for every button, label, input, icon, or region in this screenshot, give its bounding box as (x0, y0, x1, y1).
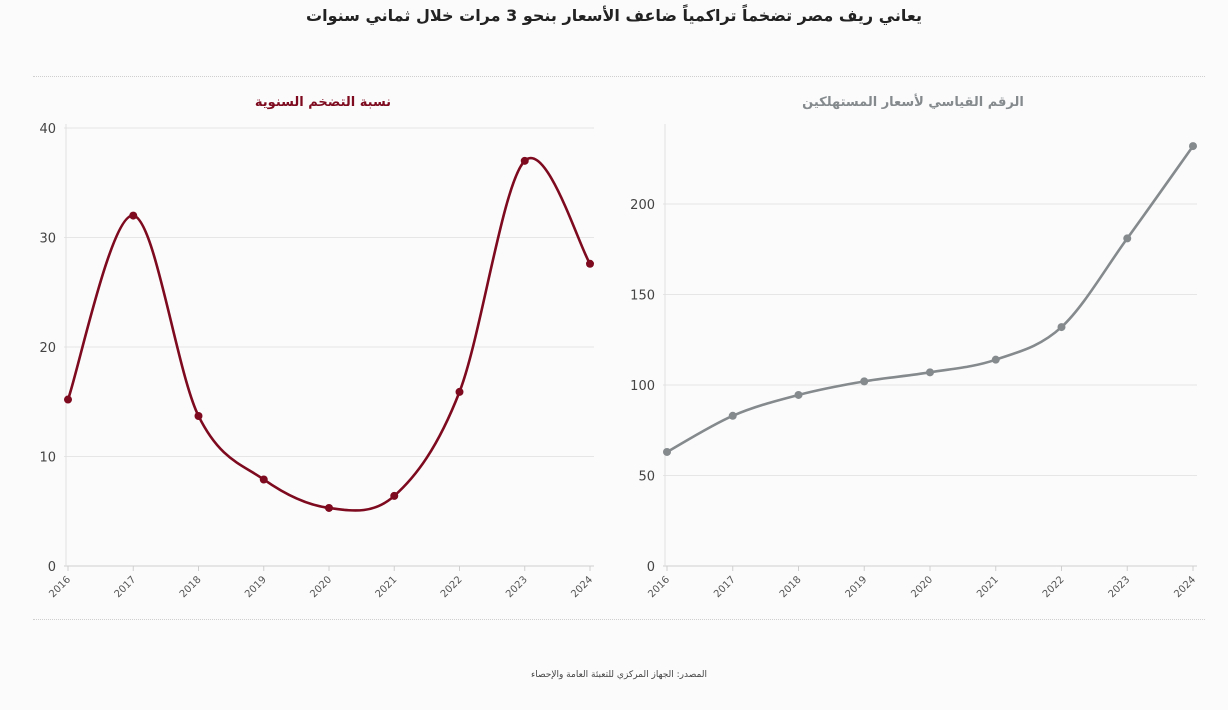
data-point (64, 395, 72, 404)
x-tick-label: 2018 (778, 574, 804, 600)
data-point (325, 503, 333, 512)
inflation-rate-svg: 0 10 20 30 40 2016 2017 2018 2019 2020 2021 2022 202… (39, 122, 595, 600)
data-point (860, 377, 869, 386)
x-tick-label: 2020 (308, 574, 334, 600)
top-divider (33, 76, 1205, 77)
source-note: المصدر: الجهاز المركزي للتعبئة العامة وا… (531, 670, 707, 680)
x-tick-label: 2023 (504, 574, 530, 600)
data-point (1123, 234, 1132, 243)
x-tick-label: 2016 (47, 574, 73, 600)
series-line (66, 156, 592, 512)
x-tick-label: 2017 (113, 574, 139, 600)
data-point (586, 259, 594, 268)
y-tick-label: 10 (39, 451, 56, 466)
data-point (728, 411, 737, 420)
y-tick-label: 40 (39, 122, 56, 137)
y-tick-label: 30 (39, 232, 56, 247)
data-point (520, 156, 529, 165)
y-tick-label: 100 (630, 379, 655, 394)
data-point (1057, 323, 1066, 332)
data-point (194, 411, 203, 420)
x-tick-label: 2024 (1172, 574, 1198, 600)
y-tick-label: 150 (630, 289, 655, 304)
data-point (991, 355, 1000, 364)
x-tick-label: 2024 (569, 574, 595, 600)
data-point (663, 447, 671, 456)
y-tick-label: 20 (39, 341, 56, 356)
bottom-divider (33, 619, 1205, 620)
y-tick-label: 200 (630, 198, 655, 213)
y-tick-label: 0 (48, 560, 56, 575)
y-tick-label: 0 (647, 560, 655, 575)
chart-title: الرقم القياسي لأسعار المستهلكين (802, 95, 1024, 110)
chart-title: نسبة التضخم السنوية (254, 95, 392, 110)
x-tick-label: 2022 (1041, 574, 1067, 600)
x-tick-label: 2021 (374, 574, 400, 600)
data-point (455, 387, 464, 396)
inflation-rate-chart: نسبة التضخم السنوية 0 10 20 30 40 2016 2017 201… (28, 80, 618, 600)
data-point (1189, 142, 1197, 151)
x-tick-label: 2017 (712, 574, 738, 600)
data-point (390, 491, 399, 500)
x-tick-label: 2020 (909, 574, 935, 600)
x-tick-label: 2023 (1107, 574, 1133, 600)
consumer-price-index-chart: الرقم القياسي لأسعار المستهلكين 0 50 100 15… (618, 80, 1208, 600)
x-tick-label: 2018 (178, 574, 204, 600)
data-point (129, 211, 138, 220)
consumer-price-index-svg: 0 50 100 150 200 2016 2017 2018 2019 2020 2021 2022… (630, 124, 1198, 600)
page-title: يعاني ريف مصر تضخماً تراكمياً ضاعف الأسع… (306, 6, 922, 25)
data-point (259, 475, 268, 484)
x-tick-label: 2019 (844, 574, 870, 600)
data-point (926, 368, 934, 377)
y-tick-label: 50 (638, 470, 655, 485)
x-tick-label: 2022 (439, 574, 465, 600)
series-line (666, 145, 1195, 454)
x-tick-label: 2019 (243, 574, 269, 600)
x-tick-label: 2016 (646, 574, 672, 600)
x-tick-label: 2021 (975, 574, 1001, 600)
data-point (794, 390, 803, 399)
